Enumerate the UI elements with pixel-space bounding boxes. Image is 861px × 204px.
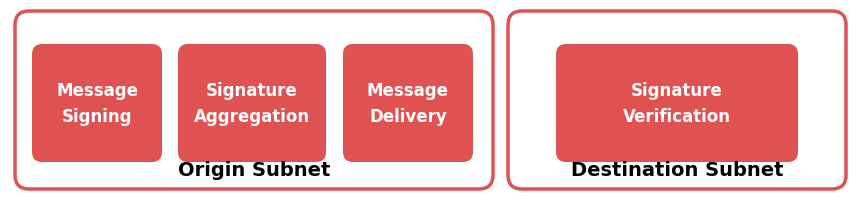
Text: Origin Subnet: Origin Subnet — [178, 160, 330, 179]
Text: Signature
Aggregation: Signature Aggregation — [194, 82, 310, 125]
FancyBboxPatch shape — [178, 45, 326, 162]
FancyBboxPatch shape — [32, 45, 162, 162]
FancyBboxPatch shape — [343, 45, 473, 162]
FancyBboxPatch shape — [508, 12, 846, 189]
Text: Message
Delivery: Message Delivery — [367, 82, 449, 125]
Text: Signature
Verification: Signature Verification — [623, 82, 731, 125]
Text: Message
Signing: Message Signing — [56, 82, 138, 125]
FancyBboxPatch shape — [15, 12, 493, 189]
Text: Destination Subnet: Destination Subnet — [571, 160, 784, 179]
FancyBboxPatch shape — [556, 45, 798, 162]
